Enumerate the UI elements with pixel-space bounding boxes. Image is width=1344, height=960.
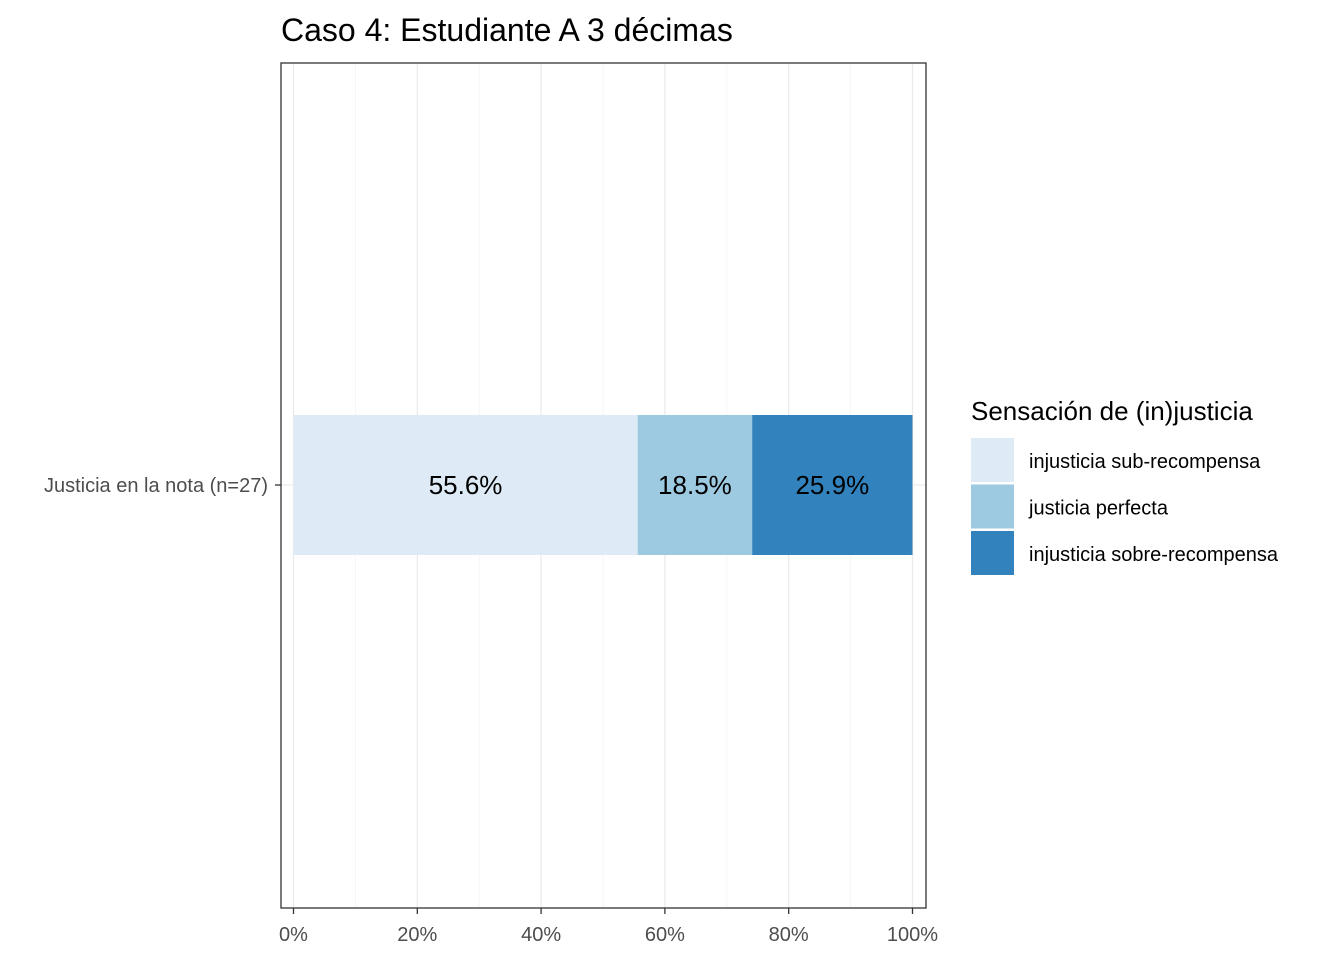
x-tick-label: 20% [397,924,437,946]
x-tick-label: 40% [521,924,561,946]
bar-segment [752,415,913,555]
legend-items: injusticia sub-recompensa justicia perfec… [971,438,1279,575]
legend-swatch [971,484,1014,529]
data-label: 18.5% [658,470,732,500]
legend-label: injusticia sub-recompensa [1029,451,1261,473]
x-tick-label: 0% [279,924,308,946]
legend-swatch [971,531,1014,575]
bars [293,415,913,555]
category-label: Justicia en la nota (n=27) [44,475,268,497]
bar-segment [293,415,638,555]
y-axis: Justicia en la nota (n=27) [44,475,281,497]
bar-segment [637,415,753,555]
data-labels: 55.6% 18.5% 25.9% [429,470,869,500]
data-label: 25.9% [795,470,869,500]
chart-title: Caso 4: Estudiante A 3 décimas [281,12,733,48]
legend-label: justicia perfecta [1028,498,1169,520]
x-tick-label: 80% [769,924,809,946]
legend: Sensación de (in)justicia injusticia sub… [971,396,1279,575]
x-tick-label: 100% [887,924,938,946]
x-tick-label: 60% [645,924,685,946]
legend-title: Sensación de (in)justicia [971,396,1253,426]
legend-swatch [971,438,1014,482]
legend-label: injusticia sobre-recompensa [1029,544,1279,566]
x-axis: 0% 20% 40% 60% 80% 100% [279,908,938,946]
data-label: 55.6% [429,470,503,500]
